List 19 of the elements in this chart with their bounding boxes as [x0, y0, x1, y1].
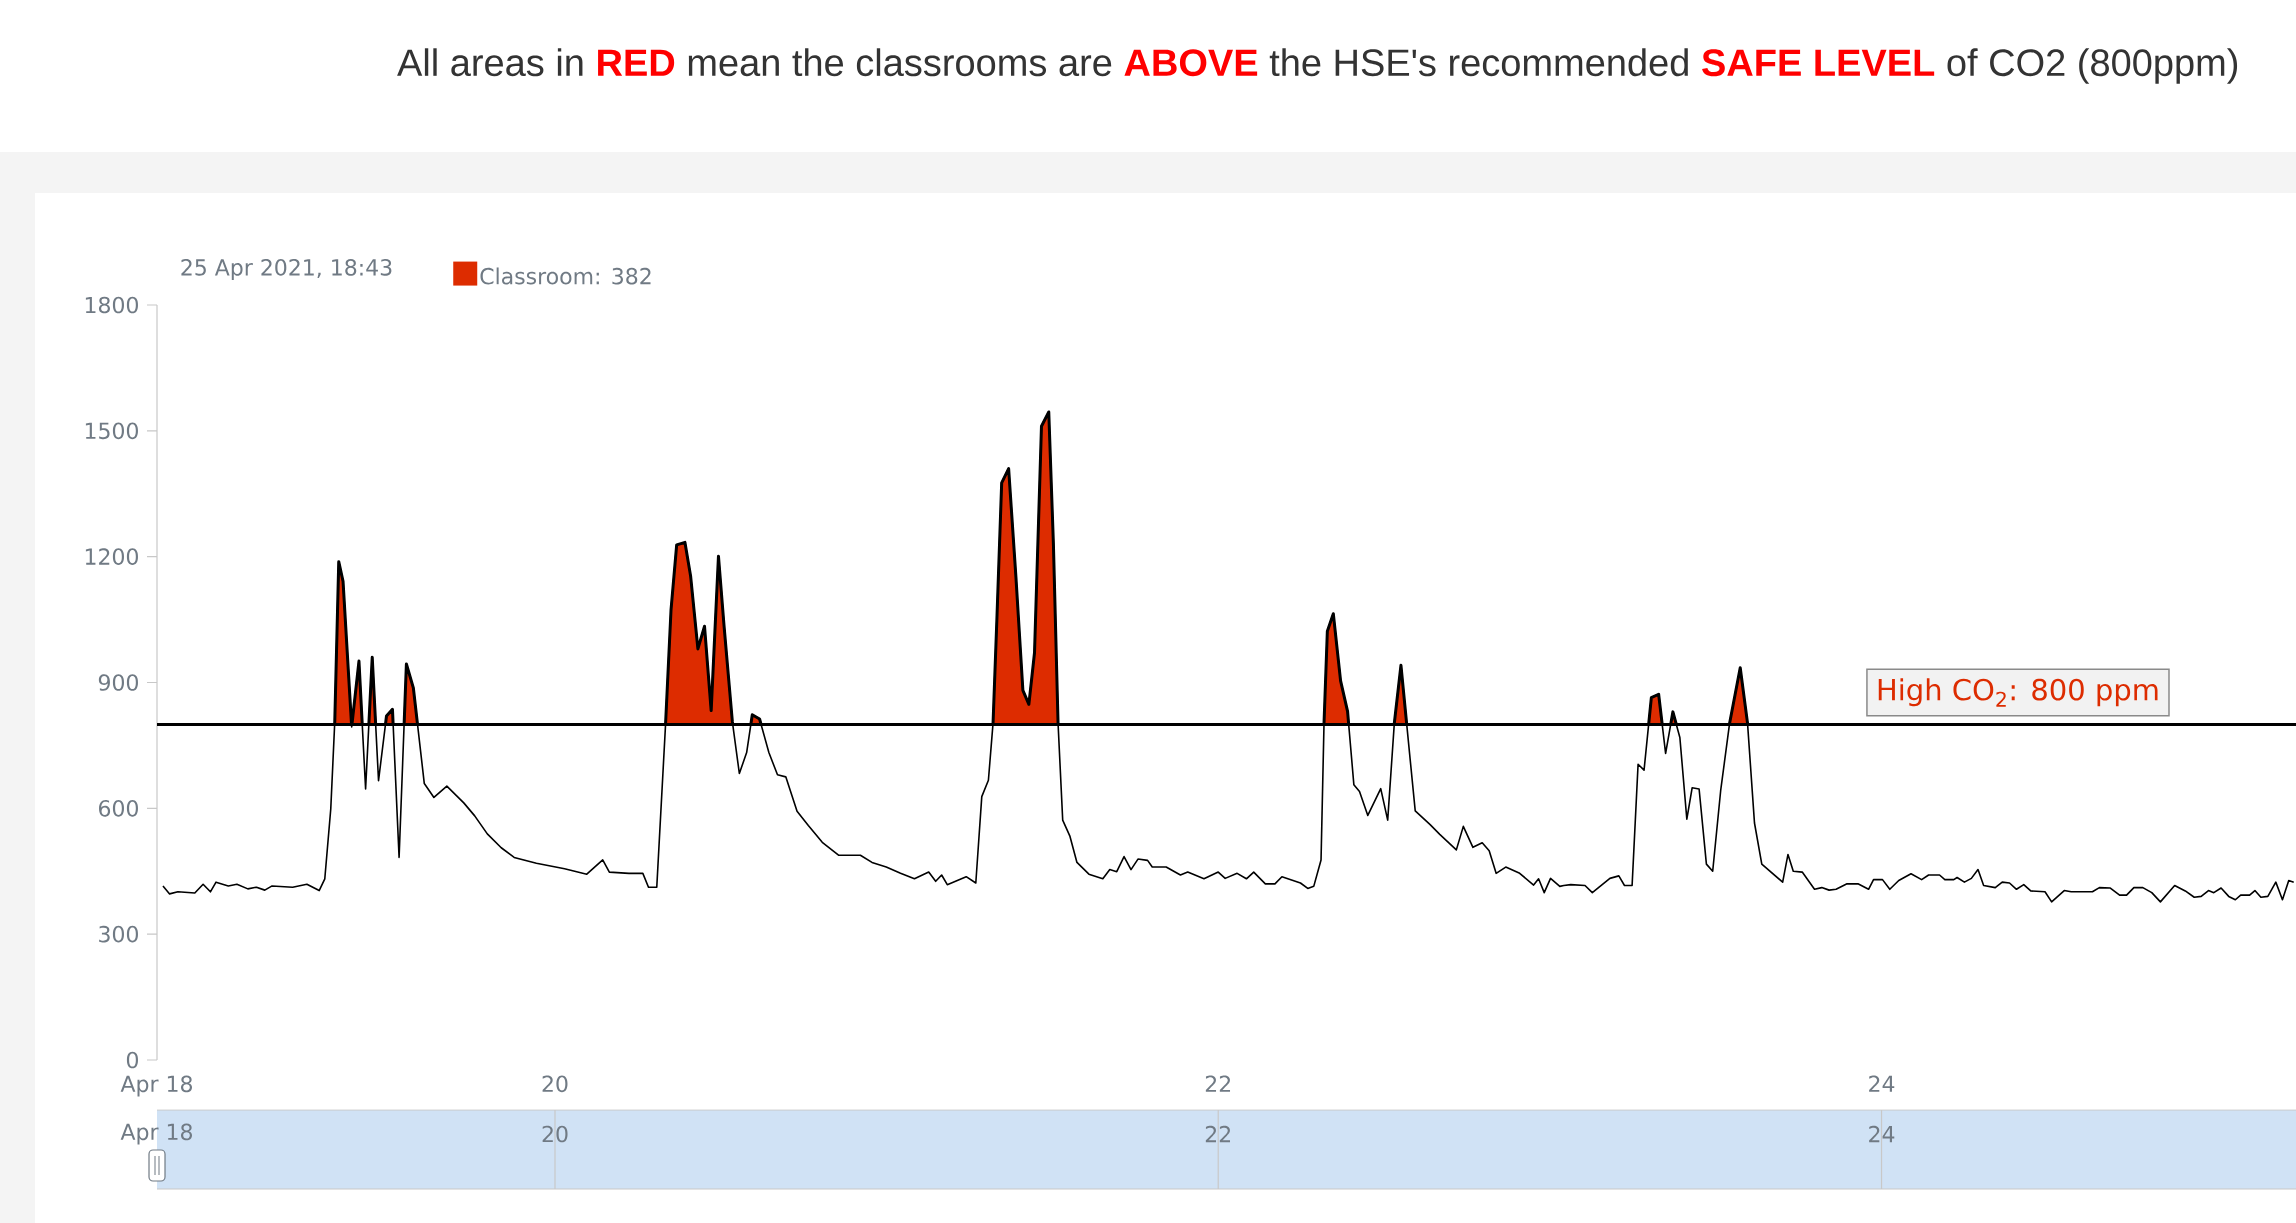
y-tick-label: 300 — [99, 925, 138, 943]
y-tick-label: 1800 — [85, 296, 138, 314]
x-tick-label: 24 — [1869, 1075, 1895, 1092]
ref-line-label: High CO$_{2}$: 800 ppm — [1878, 678, 2158, 707]
text: 25 Apr 2021, 18:43 — [181, 259, 392, 280]
y-tick-label: 1200 — [85, 548, 138, 565]
y-tick-label: 900 — [98, 674, 138, 691]
y-tick-label: 1500 — [85, 422, 138, 440]
x-tick-label: 22 — [1205, 1075, 1231, 1092]
chart-title: All areas in RED mean the classrooms are ABOVE the HSE's recommended SAFE LEVEL of CO2 (800ppm) — [397, 48, 2238, 84]
x2-tick-label: 22 — [1205, 1125, 1231, 1143]
y-tick-label: 600 — [99, 800, 138, 817]
x2-tick-label: 24 — [1869, 1125, 1895, 1143]
x-tick-label: 20 — [542, 1075, 568, 1093]
y-tick-label: 0 — [126, 1051, 138, 1069]
x2-tick-label: Apr 18 — [120, 1123, 192, 1145]
x-tick-label: Apr 18 — [120, 1075, 192, 1097]
legend-label: Classroom: 382 — [480, 267, 651, 285]
x2-tick-label: 20 — [542, 1125, 568, 1143]
